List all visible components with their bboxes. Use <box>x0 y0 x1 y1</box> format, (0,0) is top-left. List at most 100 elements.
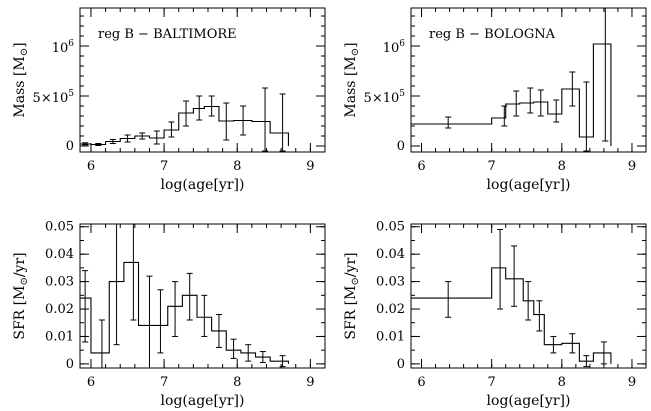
error-bar <box>445 116 452 129</box>
error-bar <box>525 281 532 321</box>
panel-title: reg B − BOLOGNA <box>429 27 556 42</box>
error-bar <box>527 87 534 114</box>
y-tick-label: 0 <box>66 139 74 154</box>
panel-title: reg B − BALTIMORE <box>98 27 237 42</box>
x-axis-label: log(age[yr]) <box>487 177 571 193</box>
x-tick-label: 9 <box>306 159 314 174</box>
x-tick-label: 9 <box>306 375 314 390</box>
error-bar <box>146 275 153 368</box>
error-bar <box>82 142 89 146</box>
error-bar <box>240 105 247 136</box>
histogram-step-line <box>80 105 289 146</box>
error-bar <box>536 300 543 332</box>
error-bar <box>602 8 609 142</box>
error-bar <box>259 351 266 364</box>
x-tick-label: 7 <box>488 159 496 174</box>
y-tick-label: 106 <box>52 39 75 56</box>
plot-frame <box>79 7 326 153</box>
y-axis-label: SFR [M⊙/yr] <box>12 252 30 339</box>
error-bar <box>583 355 590 368</box>
x-tick-label: 8 <box>558 375 566 390</box>
error-bar <box>183 100 190 127</box>
y-tick-label: 0.05 <box>376 220 405 235</box>
error-bar <box>95 143 102 146</box>
error-bar <box>279 93 286 152</box>
chart-panel-3: 6 7 8 9 0 0.01 0.02 0.03 0.04 0.05 log(age[yr]) SFR… <box>12 220 326 409</box>
error-bar <box>139 132 146 140</box>
plot-frame <box>410 7 647 153</box>
y-tick-label: 0.04 <box>45 247 74 262</box>
error-bar <box>511 245 518 307</box>
x-tick-label: 8 <box>233 375 241 390</box>
error-bar <box>501 105 508 127</box>
y-axis-label: Mass [M⊙] <box>12 42 30 117</box>
error-bar <box>168 121 175 138</box>
x-tick-label: 7 <box>488 375 496 390</box>
y-axis-label: SFR [M⊙/yr] <box>343 252 361 339</box>
error-bar <box>186 272 193 321</box>
x-tick-label: 7 <box>160 375 168 390</box>
error-bar <box>157 289 164 354</box>
y-tick-label: 0 <box>397 357 405 372</box>
error-bar <box>201 294 208 337</box>
error-bar <box>130 224 137 321</box>
y-tick-label: 0.03 <box>376 275 405 290</box>
y-tick-label: 0.02 <box>376 302 405 317</box>
error-bar <box>196 95 203 121</box>
y-tick-label: 0 <box>66 357 74 372</box>
error-bar <box>569 333 576 354</box>
error-bar <box>172 281 179 337</box>
error-bar <box>215 314 222 348</box>
y-tick-label: 0.04 <box>376 247 405 262</box>
error-bar <box>245 344 252 362</box>
y-tick-label: 5×105 <box>33 89 75 106</box>
x-tick-label: 8 <box>558 159 566 174</box>
x-tick-label: 9 <box>628 159 636 174</box>
x-tick-label: 9 <box>628 375 636 390</box>
error-bar <box>279 355 286 368</box>
y-tick-label: 0.01 <box>45 329 74 344</box>
chart-panel-2: 6 7 8 9 0 5×105 106 log(age[yr]) Mass [M⊙] reg B … <box>343 7 647 193</box>
error-bar <box>583 81 590 152</box>
x-tick-label: 8 <box>233 159 241 174</box>
error-bar <box>497 228 504 310</box>
x-axis-label: log(age[yr]) <box>161 393 245 409</box>
y-tick-label: 106 <box>383 39 406 56</box>
chart-panel-4: 6 7 8 9 0 0.01 0.02 0.03 0.04 0.05 log(age[yr]) SFR… <box>343 220 647 409</box>
y-tick-label: 0.01 <box>376 329 405 344</box>
error-bar <box>98 319 105 368</box>
error-bar <box>230 338 237 359</box>
y-tick-label: 0.02 <box>45 302 74 317</box>
x-axis-label: log(age[yr]) <box>487 393 571 409</box>
error-bar <box>124 134 131 143</box>
chart-panel-1: 6 7 8 9 0 5×105 106 log(age[yr]) Mass [M⊙] reg B … <box>12 7 326 193</box>
error-bar <box>550 335 557 354</box>
error-bar <box>82 270 89 343</box>
error-bar <box>513 90 520 117</box>
y-tick-label: 0.03 <box>45 275 74 290</box>
y-tick-label: 0 <box>397 139 405 154</box>
error-bar <box>109 139 116 144</box>
error-bar <box>553 99 560 123</box>
error-bar <box>537 89 544 117</box>
error-bar <box>445 281 452 318</box>
x-tick-label: 6 <box>417 159 425 174</box>
x-tick-label: 6 <box>87 375 95 390</box>
error-bar <box>208 95 215 117</box>
y-axis-label: Mass [M⊙] <box>343 42 361 117</box>
error-bar <box>600 341 607 365</box>
plot-frame <box>410 223 647 369</box>
x-axis-label: log(age[yr]) <box>161 177 245 193</box>
histogram-step-line <box>411 267 612 364</box>
x-tick-label: 6 <box>417 375 425 390</box>
x-tick-label: 6 <box>87 159 95 174</box>
histogram-step-line <box>80 261 289 364</box>
error-bar <box>223 102 230 141</box>
histogram-step-line <box>411 43 612 146</box>
y-tick-label: 5×105 <box>364 89 406 106</box>
error-bar <box>569 71 576 107</box>
x-tick-label: 7 <box>160 159 168 174</box>
error-bar <box>113 224 120 346</box>
error-bar <box>262 87 269 152</box>
